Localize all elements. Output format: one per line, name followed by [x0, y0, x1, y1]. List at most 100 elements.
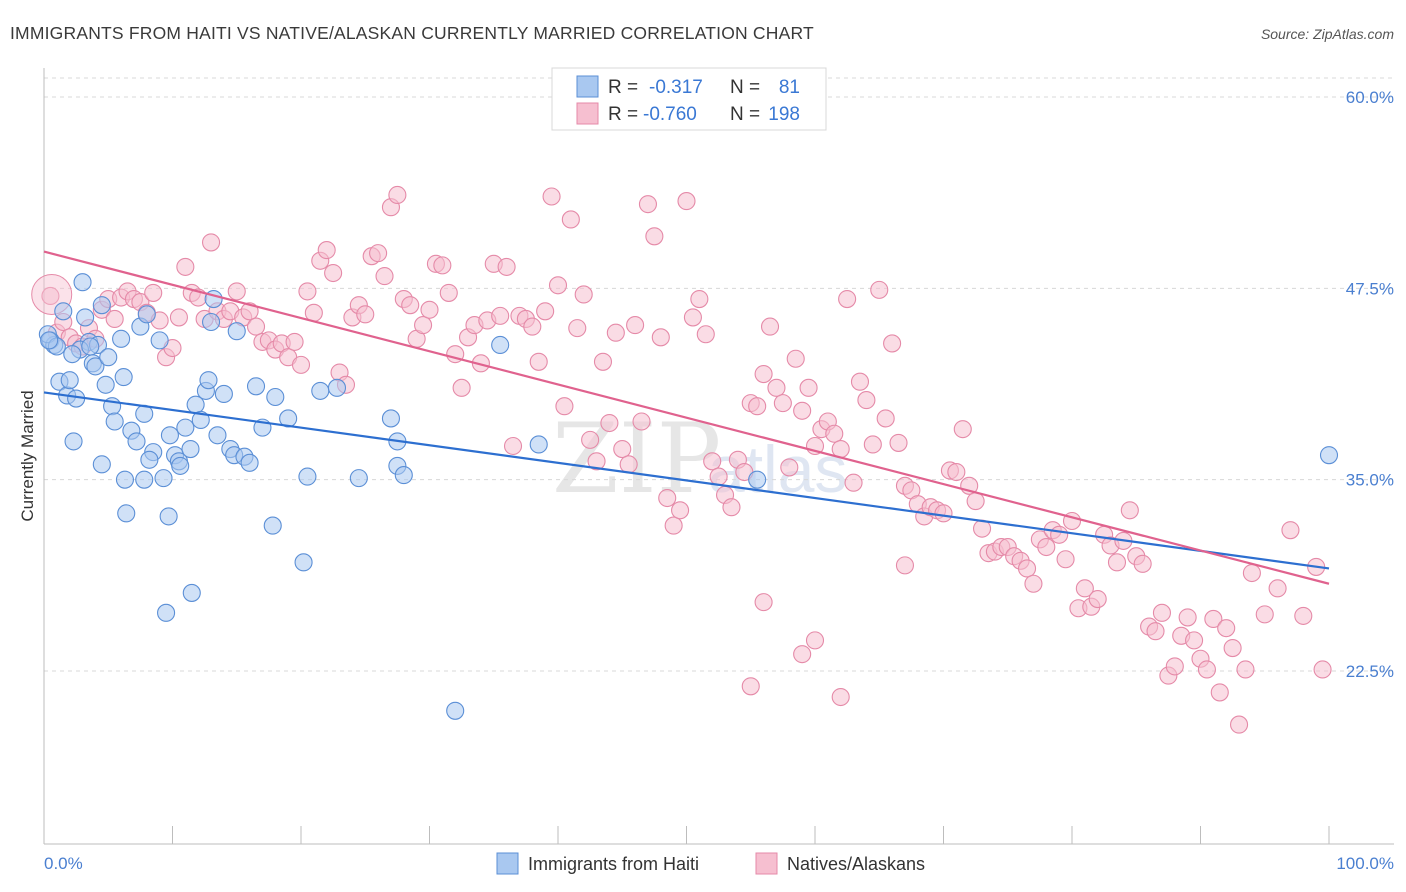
native-point-102 [696, 325, 715, 344]
native-point-157 [1050, 525, 1069, 544]
native-point-194 [741, 677, 760, 696]
native-point-198 [754, 593, 773, 612]
bottom-legend-label-blue: Immigrants from Haiti [528, 854, 699, 874]
haiti-point-17 [99, 348, 118, 367]
legend-n-label-blue: N = [730, 77, 760, 98]
native-point-52 [375, 267, 394, 286]
haiti-point-21 [112, 329, 131, 348]
native-point-170 [1133, 554, 1152, 573]
native-point-193 [1313, 660, 1332, 679]
haiti-point-35 [171, 456, 190, 475]
native-point-54 [388, 185, 407, 205]
haiti-point-79 [40, 331, 59, 350]
native-point-75 [523, 317, 542, 336]
native-point-82 [568, 319, 587, 338]
native-point-76 [529, 352, 548, 371]
native-point-173 [1152, 603, 1171, 622]
haiti-point-36 [176, 418, 195, 437]
native-point-21 [176, 257, 195, 276]
haiti-point-71 [294, 553, 313, 572]
haiti-point-55 [135, 470, 154, 489]
native-point-31 [240, 302, 259, 321]
native-point-131 [883, 334, 902, 353]
native-point-197 [793, 645, 812, 664]
legend-n-label-pink: N = [730, 104, 760, 125]
native-point-116 [786, 349, 805, 368]
haiti-point-70 [263, 516, 282, 535]
native-point-16 [144, 283, 163, 302]
series-immigrants-haiti-points [38, 273, 1339, 720]
haiti-point-9 [73, 273, 92, 292]
native-point-59 [420, 300, 439, 319]
haiti-point-14 [86, 357, 105, 376]
haiti-point-78 [81, 337, 100, 356]
haiti-point-75 [1319, 446, 1339, 465]
native-point-99 [677, 192, 696, 211]
legend-r-value-blue: -0.317 [649, 77, 703, 98]
bottom-legend-swatch-pink [755, 852, 778, 875]
native-point-25 [202, 233, 221, 252]
native-point-62 [439, 283, 458, 302]
native-point-181 [1204, 609, 1223, 629]
haiti-point-65 [394, 466, 413, 485]
native-point-106 [722, 498, 741, 517]
haiti-point-80 [748, 470, 767, 489]
native-point-124 [838, 289, 857, 309]
gridlines [44, 77, 1394, 672]
native-point-139 [934, 504, 953, 523]
haiti-point-62 [327, 378, 347, 397]
haiti-point-41 [199, 371, 218, 390]
native-point-10 [105, 309, 124, 328]
y-tick-label-3: 60.0% [1346, 88, 1394, 107]
chart-source: Source: ZipAtlas.com [1261, 26, 1394, 42]
native-point-85 [587, 452, 606, 471]
native-point-58 [414, 316, 433, 335]
haiti-point-73 [157, 603, 176, 622]
native-point-118 [799, 378, 818, 397]
haiti-point-10 [76, 308, 95, 327]
native-point-112 [760, 317, 780, 336]
native-point-81 [561, 210, 580, 229]
native-point-83 [574, 285, 593, 304]
native-point-32 [246, 317, 266, 336]
native-point-152 [1017, 559, 1037, 578]
haiti-point-31 [154, 469, 173, 488]
native-point-122 [825, 424, 844, 443]
y-tick-labels: 22.5% 35.0% 47.5% 60.0% [1346, 88, 1394, 681]
native-point-98 [671, 501, 690, 520]
native-point-185 [1230, 715, 1249, 734]
haiti-point-29 [140, 450, 159, 469]
native-point-182 [1210, 683, 1229, 702]
native-point-195 [831, 687, 850, 707]
haiti-point-45 [214, 384, 233, 403]
legend-n-value-blue: 81 [779, 77, 800, 98]
haiti-point-16 [92, 296, 111, 315]
native-point-186 [1236, 660, 1255, 679]
native-point-80 [555, 397, 574, 416]
native-point-100 [683, 308, 702, 327]
haiti-point-37 [181, 440, 200, 459]
legend-r-value-pink: -0.760 [643, 104, 697, 125]
native-point-144 [966, 492, 985, 511]
legend-n-value-pink: 198 [768, 104, 800, 125]
native-point-190 [1281, 521, 1300, 540]
haiti-point-39 [191, 410, 210, 430]
chart-title: IMMIGRANTS FROM HAITI VS NATIVE/ALASKAN … [10, 23, 814, 43]
native-point-178 [1185, 631, 1204, 650]
native-point-129 [870, 280, 889, 299]
series-natives-alaskans-points [31, 185, 1332, 734]
bottom-legend-swatch-blue [496, 852, 519, 875]
native-point-71 [497, 257, 516, 276]
native-point-153 [1024, 574, 1043, 593]
haiti-point-5 [60, 371, 79, 390]
native-point-101 [690, 289, 709, 309]
native-point-196 [805, 631, 825, 650]
native-point-187 [1242, 563, 1261, 583]
haiti-point-20 [105, 412, 124, 431]
native-point-130 [876, 409, 895, 428]
native-point-103 [703, 452, 722, 471]
native-point-158 [1056, 550, 1075, 569]
native-point-161 [1075, 579, 1094, 598]
native-point-177 [1178, 608, 1197, 627]
